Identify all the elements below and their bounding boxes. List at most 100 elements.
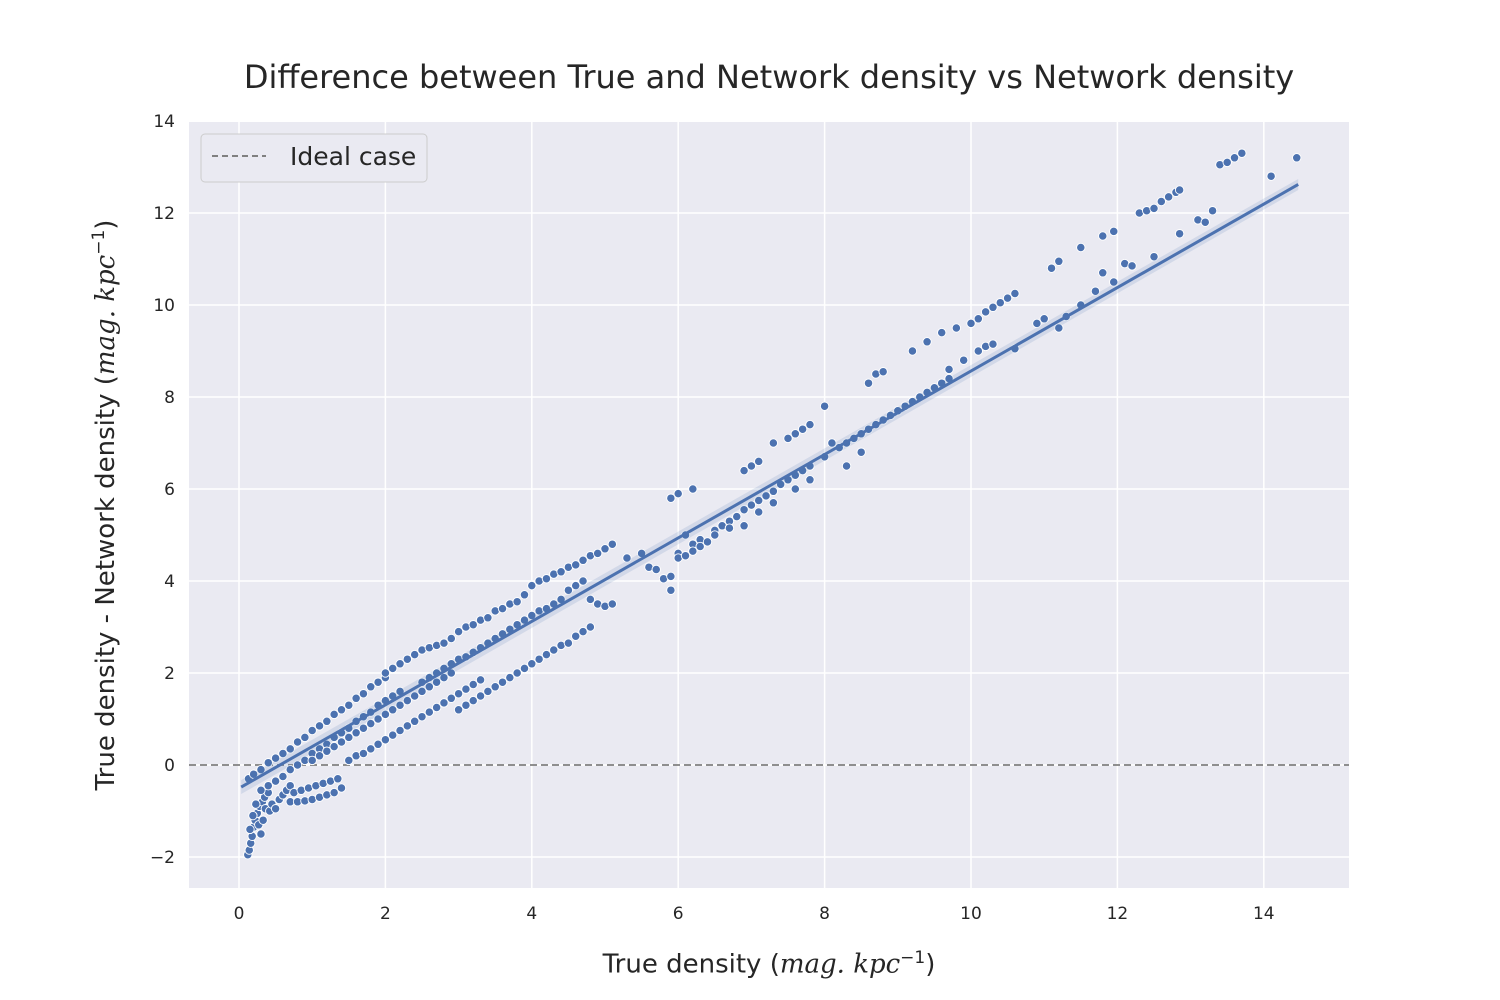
data-point [739,521,749,531]
y-tick-label: 6 [164,480,175,500]
data-point [666,585,676,595]
x-tick-label: 2 [380,904,391,924]
data-point [329,741,339,752]
data-point [922,337,932,347]
data-point [314,721,325,731]
data-point [351,728,361,738]
data-point [1076,242,1086,253]
data-point [827,438,837,448]
data-point [746,500,757,510]
data-point [578,555,588,565]
data-point [329,787,339,798]
y-axis-unit-exponent: −1 [89,229,110,255]
data-point [292,737,303,747]
data-point [446,693,456,703]
legend[interactable]: Ideal case [200,133,428,183]
data-point [571,580,581,591]
data-point [593,548,603,559]
y-axis-label: True density - Network density (mag. kpc… [89,219,121,791]
data-point [336,737,347,747]
data-point [878,367,888,377]
data-point [988,339,998,349]
data-point [358,689,369,699]
data-point [1098,231,1108,241]
data-point [1109,277,1119,287]
data-point [468,695,478,706]
data-point [258,815,268,825]
data-point [1039,314,1049,324]
data-point [937,327,947,338]
y-tick-label: 2 [164,664,175,684]
data-point [746,461,757,471]
data-point [666,571,676,582]
data-point [285,764,295,775]
data-point [1207,206,1218,216]
data-point [483,686,493,697]
data-point [988,302,998,312]
data-point [366,744,376,754]
data-point [563,638,574,648]
data-point [270,804,281,814]
data-point [607,599,617,609]
data-point [541,649,552,660]
data-point [336,783,347,793]
data-point [333,774,343,784]
data-point [1046,263,1057,273]
data-point [571,560,581,570]
data-point [373,677,383,687]
data-point [783,433,793,444]
data-point [1156,196,1166,207]
data-point [431,702,442,713]
fit-line [240,183,1299,789]
data-point [497,677,508,687]
data-point [739,465,749,476]
data-point [292,760,303,770]
data-point [556,567,566,577]
data-point [797,424,808,434]
data-point [944,364,954,375]
data-point [388,663,398,674]
data-point [483,613,493,623]
data-point [410,716,420,726]
grid-lines [189,120,1349,888]
data-point [754,507,764,517]
y-tick-label: 10 [153,296,175,316]
x-tick-label: 12 [1107,904,1129,924]
data-point [307,725,317,736]
data-point [973,314,983,324]
data-point [1032,318,1042,329]
data-point [805,475,815,485]
y-tick-label: −2 [150,848,175,868]
x-tick-label: 10 [960,904,982,924]
data-point [402,721,413,731]
data-point [1010,288,1020,299]
data-point [666,493,676,503]
data-point [251,799,261,809]
data-point [790,484,800,494]
data-point [1222,157,1232,168]
data-point [754,495,764,506]
data-point [410,649,420,660]
data-point [475,675,486,685]
data-point [322,746,332,756]
data-point [505,672,515,683]
data-point [373,714,383,724]
y-axis-unit: mag. kpc [90,254,121,376]
data-point [673,488,683,499]
x-tick-label: 14 [1253,904,1275,924]
data-point [278,748,288,759]
chart-title: Difference between True and Network dens… [243,58,1295,96]
data-point [819,401,830,411]
y-tick-label: 0 [164,756,175,776]
data-point [995,298,1005,308]
x-axis-unit: mag. kpc [779,949,901,980]
data-point [263,781,273,791]
data-point [475,691,486,701]
data-point [490,682,500,692]
data-point [395,725,405,736]
data-point [754,456,764,467]
data-point [973,346,983,356]
x-axis-label: True density (mag. kpc−1) [602,948,936,980]
data-point [585,594,596,605]
data-point [1149,203,1159,214]
